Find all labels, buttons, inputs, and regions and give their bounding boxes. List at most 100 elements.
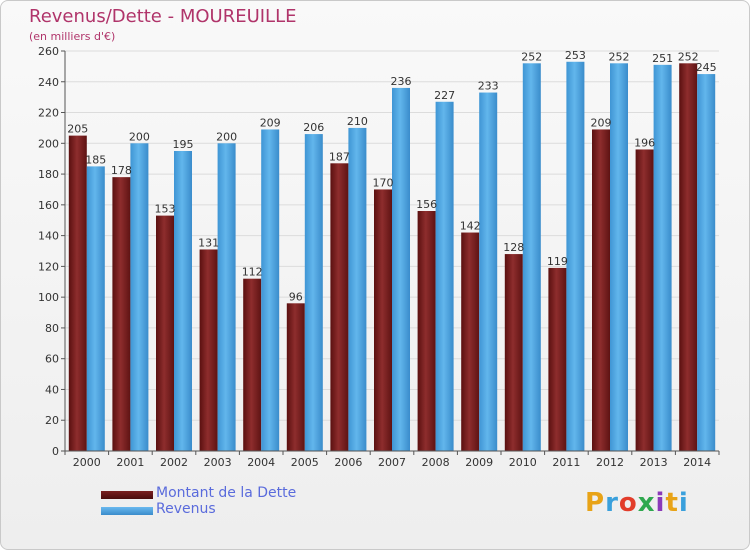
bar-revenue bbox=[348, 127, 367, 451]
bar-revenue bbox=[174, 151, 192, 451]
x-tick-label: 2003 bbox=[204, 456, 232, 469]
bar-revenue bbox=[522, 63, 541, 452]
bar-revenue bbox=[261, 129, 280, 451]
bar-revenue bbox=[566, 61, 585, 452]
legend-swatch-debt bbox=[101, 491, 153, 499]
x-tick-label: 2014 bbox=[683, 456, 711, 469]
bar-debt bbox=[286, 303, 305, 451]
bar-revenue bbox=[697, 74, 716, 452]
data-label-revenue: 253 bbox=[565, 49, 586, 62]
y-tick-label: 180 bbox=[38, 168, 59, 181]
data-label-revenue: 233 bbox=[478, 80, 499, 93]
bar-revenue bbox=[610, 63, 628, 452]
bar-revenue bbox=[435, 101, 454, 452]
data-label-revenue: 185 bbox=[85, 153, 106, 166]
bar-debt bbox=[592, 129, 610, 451]
data-label-revenue: 210 bbox=[347, 115, 368, 128]
x-tick-label: 2005 bbox=[291, 456, 319, 469]
x-tick-label: 2008 bbox=[422, 456, 450, 469]
data-label-debt: 156 bbox=[416, 198, 437, 211]
y-tick-label: 120 bbox=[38, 260, 59, 273]
bar-revenue bbox=[217, 143, 236, 452]
chart-title: Revenus/Dette - MOUREUILLE bbox=[29, 6, 297, 27]
legend-label-debt: Montant de la Dette bbox=[156, 485, 297, 501]
logo-letter: r bbox=[605, 488, 619, 518]
y-tick-label: 160 bbox=[38, 199, 59, 212]
x-tick-label: 2006 bbox=[334, 456, 362, 469]
data-label-debt: 170 bbox=[373, 176, 394, 189]
x-tick-label: 2004 bbox=[247, 456, 275, 469]
data-label-revenue: 251 bbox=[652, 52, 673, 65]
bar-debt bbox=[68, 135, 87, 451]
y-tick-label: 0 bbox=[52, 445, 59, 458]
x-tick-label: 2013 bbox=[640, 456, 668, 469]
data-label-debt: 128 bbox=[503, 241, 524, 254]
x-tick-label: 2000 bbox=[73, 456, 101, 469]
x-tick-label: 2011 bbox=[552, 456, 580, 469]
proxiti-logo: Proxiti bbox=[585, 488, 689, 518]
bar-debt bbox=[417, 211, 436, 451]
bar-revenue bbox=[479, 92, 498, 452]
data-label-debt: 187 bbox=[329, 150, 350, 163]
y-tick-label: 40 bbox=[45, 383, 59, 396]
data-label-debt: 142 bbox=[460, 220, 481, 233]
x-tick-label: 2007 bbox=[378, 456, 406, 469]
y-tick-label: 140 bbox=[38, 230, 59, 243]
logo-letter: o bbox=[618, 488, 638, 518]
data-label-debt: 112 bbox=[242, 266, 263, 279]
chart-subtitle: (en milliers d'€) bbox=[29, 30, 116, 43]
data-label-revenue: 206 bbox=[303, 121, 324, 134]
data-label-debt: 131 bbox=[198, 236, 219, 249]
bar-debt bbox=[330, 163, 349, 452]
logo-letter: P bbox=[585, 488, 606, 518]
bar-revenue bbox=[86, 166, 105, 451]
bar-revenue bbox=[304, 134, 323, 452]
bar-debt bbox=[548, 267, 567, 451]
bar-debt bbox=[635, 149, 654, 451]
logo-letter: i bbox=[655, 488, 666, 518]
x-tick-label: 2009 bbox=[465, 456, 493, 469]
logo-letter: i bbox=[678, 488, 689, 518]
bar-debt bbox=[156, 215, 174, 451]
legend-swatch-revenue bbox=[101, 507, 153, 515]
legend-label-revenue: Revenus bbox=[156, 501, 216, 517]
y-tick-label: 260 bbox=[38, 45, 59, 58]
data-label-revenue: 195 bbox=[173, 138, 194, 151]
logo-letter: x bbox=[637, 488, 656, 518]
data-label-debt: 153 bbox=[155, 203, 176, 216]
bar-revenue bbox=[392, 87, 410, 451]
x-tick-label: 2012 bbox=[596, 456, 624, 469]
data-label-debt: 209 bbox=[591, 116, 612, 129]
data-label-debt: 196 bbox=[634, 136, 655, 149]
x-tick-label: 2010 bbox=[509, 456, 537, 469]
bar-debt bbox=[504, 254, 523, 451]
data-label-debt: 205 bbox=[67, 123, 88, 136]
data-label-revenue: 200 bbox=[129, 130, 150, 143]
data-label-debt: 252 bbox=[678, 50, 699, 63]
data-label-debt: 119 bbox=[547, 255, 568, 268]
data-label-revenue: 227 bbox=[434, 89, 455, 102]
data-label-debt: 96 bbox=[289, 290, 303, 303]
bar-debt bbox=[374, 189, 392, 451]
bar-debt bbox=[112, 177, 131, 451]
x-tick-label: 2002 bbox=[160, 456, 188, 469]
y-tick-label: 100 bbox=[38, 291, 59, 304]
data-label-revenue: 252 bbox=[609, 50, 630, 63]
y-tick-label: 60 bbox=[45, 353, 59, 366]
bar-debt bbox=[199, 249, 218, 451]
y-tick-label: 80 bbox=[45, 322, 59, 335]
data-label-revenue: 252 bbox=[521, 50, 542, 63]
data-label-revenue: 236 bbox=[391, 75, 412, 88]
bar-revenue bbox=[130, 143, 149, 452]
data-label-revenue: 245 bbox=[696, 61, 717, 74]
y-tick-label: 200 bbox=[38, 137, 59, 150]
bar-debt bbox=[679, 63, 698, 452]
x-tick-label: 2001 bbox=[116, 456, 144, 469]
logo-letter: t bbox=[665, 488, 679, 518]
y-tick-label: 240 bbox=[38, 76, 59, 89]
bar-debt bbox=[461, 232, 480, 451]
bar-debt bbox=[243, 278, 262, 451]
data-label-revenue: 209 bbox=[260, 116, 281, 129]
